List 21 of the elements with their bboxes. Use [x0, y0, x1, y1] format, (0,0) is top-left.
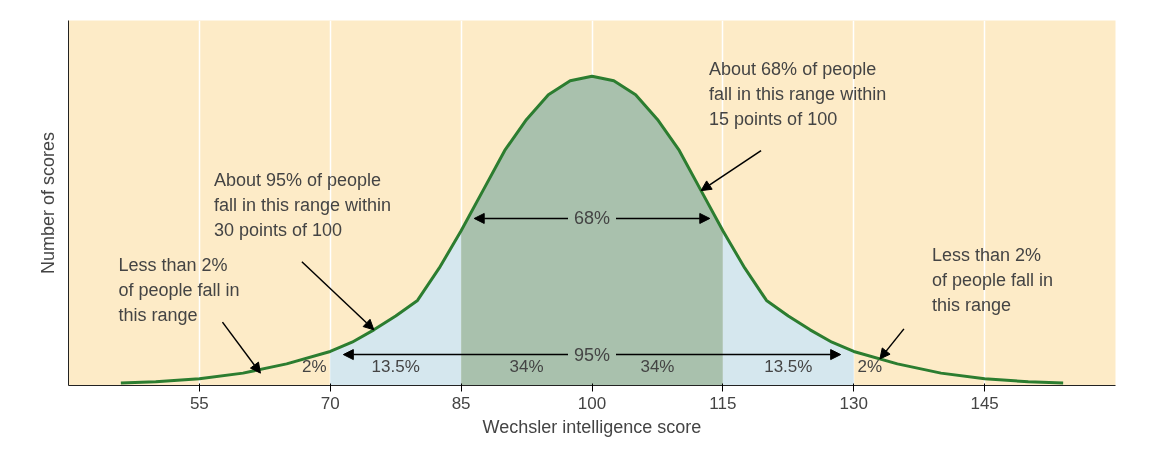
annotation: 34% [640, 357, 675, 377]
annotation: Less than 2% of people fall in this range [118, 255, 240, 326]
x-tick-label: 115 [709, 393, 737, 413]
x-tick-label: 100 [577, 393, 607, 413]
x-tick-label: 85 [451, 393, 471, 413]
annotation: 68% [573, 208, 611, 229]
annotation: Less than 2% of people fall in this range [931, 244, 1054, 315]
annotation: 2% [301, 357, 327, 377]
x-tick-label: 70 [320, 393, 340, 413]
y-axis-title: Number of scores [37, 131, 58, 275]
annotation: 13.5% [764, 357, 813, 377]
annotation: About 95% of people fall in this range within 30 points of 100 [213, 169, 391, 240]
x-tick-label: 130 [839, 393, 868, 413]
x-axis-title: Wechsler intelligence score [482, 416, 702, 437]
annotation: 13.5% [371, 357, 420, 377]
x-tick-label: 145 [970, 393, 999, 413]
annotation: 95% [573, 344, 611, 365]
annotation: 2% [857, 357, 883, 377]
annotation: About 68% of people fall in this range within 15 points of 100 [709, 58, 887, 129]
x-tick-label: 55 [189, 393, 209, 413]
annotation: 34% [509, 357, 544, 377]
